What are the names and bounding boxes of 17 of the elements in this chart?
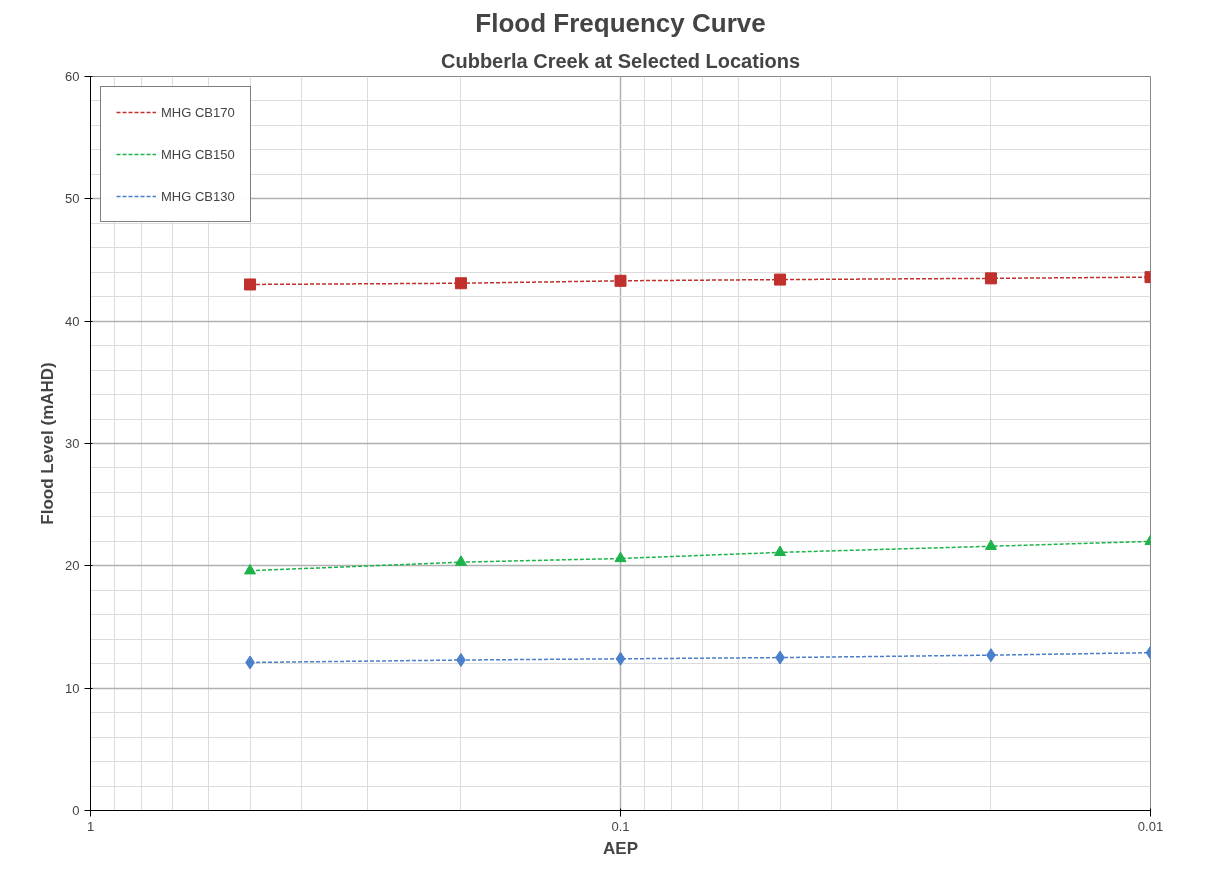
chart-subtitle: Cubberla Creek at Selected Locations — [441, 49, 801, 72]
legend-label: MHG CB130 — [161, 188, 235, 204]
y-tick-label: 0 — [72, 803, 80, 818]
x-tick-label: 0.1 — [611, 818, 630, 834]
y-tick-label: 30 — [65, 436, 80, 451]
x-axis-title: AEP — [603, 838, 638, 858]
x-tick-label: 1 — [86, 818, 95, 834]
y-axis-title: Flood Level (mAHD) — [38, 362, 58, 525]
y-tick-label: 20 — [65, 558, 80, 574]
legend-label: MHG CB150 — [161, 146, 235, 162]
y-tick-label: 50 — [65, 191, 80, 207]
y-tick-label: 10 — [65, 680, 80, 696]
y-tick-label: 60 — [65, 69, 80, 84]
y-tick-label: 40 — [65, 313, 80, 329]
legend-label: MHG CB170 — [161, 104, 235, 120]
chart-title: Flood Frequency Curve — [475, 7, 766, 38]
x-tick-label: 0.01 — [1137, 818, 1164, 834]
